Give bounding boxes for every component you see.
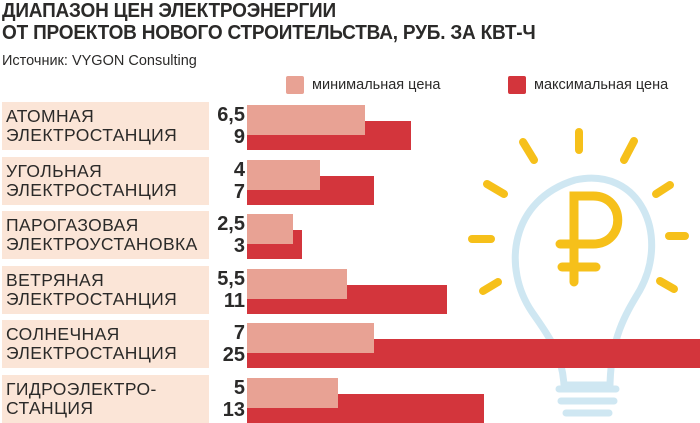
bar-min [247, 377, 338, 408]
category-box [2, 102, 209, 150]
value-label-min: 5,5 [217, 267, 245, 290]
category-box [2, 374, 209, 423]
category-label-line: электростанция [6, 343, 178, 363]
value-label-min: 7 [233, 322, 245, 344]
category-label-line: станция [6, 397, 94, 418]
category-box [2, 211, 209, 259]
chart-title-line-1: ДИАПАЗОН ЦЕН ЭЛЕКТРОЭНЕРГИИ [2, 0, 336, 23]
category-label: Солнечная электростанция [6, 325, 177, 363]
category-label-line: Ветряная [6, 269, 105, 290]
value-label-max: 3 [233, 235, 245, 257]
value-label-min: 4 [233, 158, 245, 181]
bar-min [247, 159, 320, 190]
bar-min [247, 105, 366, 135]
category-label-line: электростанция [6, 288, 178, 309]
category-label-line: электростанция [6, 125, 178, 145]
value-label-max: 7 [233, 180, 245, 203]
category-label: Атомная электростанция [6, 107, 177, 145]
legend-swatch-min [286, 76, 304, 94]
category-label: Гидроэлектро-станция [6, 378, 157, 418]
bar-min [247, 214, 293, 244]
value-label-max: 13 [222, 398, 245, 421]
legend-swatch-max [508, 76, 526, 94]
category-label: Угольная электростанция [6, 160, 178, 200]
value-label-min: 5 [233, 376, 245, 399]
chart-title: ДИАПАЗОН ЦЕН ЭЛЕКТРОЭНЕРГИИ ОТ ПРОЕКТОВ … [2, 0, 602, 44]
chart-title-line-2: ОТ ПРОЕКТОВ НОВОГО СТРОИТЕЛЬСТВА, РУБ. З… [2, 22, 536, 45]
source-note: Источник: VYGON Consulting [2, 53, 197, 69]
category-label-line: Солнечная [6, 324, 120, 344]
value-label-max: 9 [233, 126, 245, 148]
value-label-max: 11 [223, 289, 245, 312]
value-label-min: 2,5 [217, 213, 245, 235]
category-label-line: Гидроэлектро- [6, 378, 157, 399]
category-label: Парогазовая электроустановка [6, 216, 198, 254]
legend-label-max: максимальная цена [534, 77, 669, 93]
category-box [2, 320, 209, 368]
value-label-min: 6,5 [217, 104, 245, 126]
bar-min [247, 268, 348, 299]
category-label: Ветряная электростанция [6, 269, 178, 309]
legend-label-min: минимальная цена [312, 77, 441, 93]
category-label-line: Парогазовая [6, 215, 139, 235]
category-label-line: Атомная [6, 106, 95, 126]
category-label-line: Угольная [6, 160, 103, 181]
category-box [2, 156, 209, 205]
category-label-line: электростанция [6, 179, 178, 200]
category-box [2, 265, 209, 314]
category-label-line: электроустановка [6, 234, 198, 254]
bar-min [247, 323, 375, 353]
value-label-max: 25 [222, 344, 245, 366]
